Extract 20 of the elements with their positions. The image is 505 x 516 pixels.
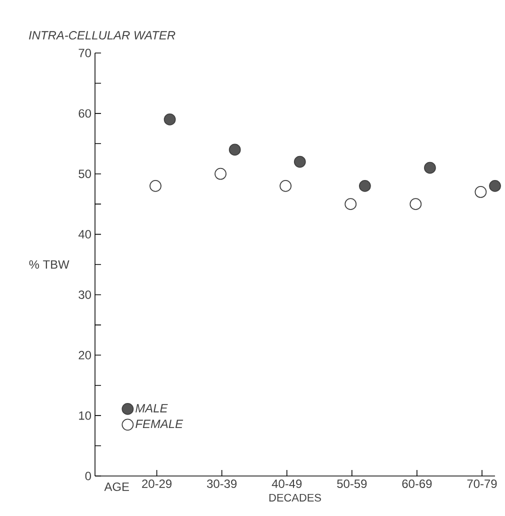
y-tick-label: 60 (78, 109, 92, 118)
x-tick-label: 30-39 (206, 480, 237, 488)
legend-label: MALE (136, 404, 168, 412)
y-tick-label: 10 (79, 411, 92, 420)
x-tick-label: 50-59 (337, 480, 367, 488)
x-tick-label: 40-49 (272, 480, 302, 488)
y-tick-label: 0 (85, 472, 92, 480)
x-axis-title: DECADES (269, 494, 321, 502)
y-tick-label: 20 (78, 350, 92, 360)
chart-title: INTRA-CELLULAR WATER (28, 31, 176, 40)
y-tick-label: 50 (78, 170, 92, 178)
y-tick-label: 30 (78, 290, 92, 299)
x-tick-label: 60-69 (402, 480, 432, 488)
x-tick-label: 70-79 (467, 480, 497, 488)
legend-label: FEMALE (136, 420, 184, 428)
x-tick-label: 20-29 (142, 480, 172, 488)
y-axis-title: % TBW (29, 260, 70, 269)
y-tick-label: 40 (78, 230, 92, 239)
text: AGE (104, 482, 129, 491)
y-tick-label: 70 (78, 48, 92, 58)
